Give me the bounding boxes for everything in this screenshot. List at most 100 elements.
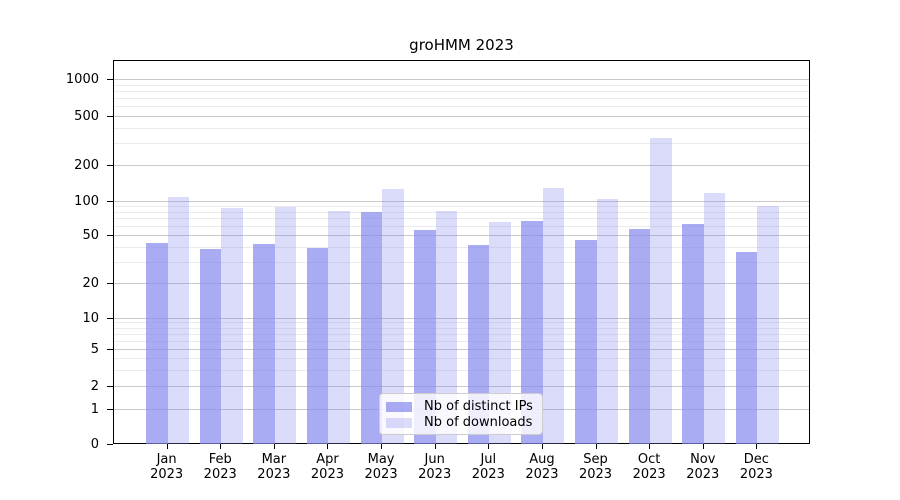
bar-downloads-jun	[435, 210, 458, 444]
y-tick-label-5: 5	[90, 342, 99, 357]
bar-downloads-nov	[703, 193, 726, 444]
y-tick-label-2: 2	[90, 379, 99, 394]
y-tick-500	[107, 116, 113, 117]
gridline-minor-3	[114, 369, 809, 371]
x-tick-label-feb: Feb 2023	[203, 452, 237, 482]
gridline-major-50	[114, 235, 809, 236]
y-tick-50	[107, 235, 113, 236]
x-tick-label-jul: Jul 2023	[471, 452, 505, 482]
gridline-minor-90	[114, 205, 809, 207]
gridline-minor-9	[114, 322, 809, 324]
y-tick-100	[107, 200, 113, 202]
x-tick-label-may: May 2023	[364, 452, 398, 482]
bar-distinct-ips-jan	[146, 242, 168, 444]
gridline-major-100	[114, 200, 809, 202]
x-tick-label-apr: Apr 2023	[310, 452, 344, 482]
x-tick-sep	[595, 444, 597, 449]
x-tick-feb	[220, 444, 222, 449]
gridline-minor-8	[114, 327, 809, 329]
y-tick-label-10: 10	[82, 310, 99, 326]
legend-item-downloads: Nb of downloads	[386, 415, 536, 430]
x-tick-jul	[488, 444, 490, 449]
x-tick-nov	[702, 444, 704, 449]
bar-downloads-may	[382, 188, 404, 444]
bar-distinct-ips-apr	[306, 247, 329, 444]
y-tick-1	[107, 409, 113, 411]
legend-swatch-distinct-ips	[386, 401, 412, 412]
y-tick-label-100: 100	[74, 193, 99, 209]
y-tick-10	[107, 317, 113, 319]
gridline-minor-6	[114, 340, 809, 342]
bar-downloads-feb	[221, 207, 243, 444]
bar-distinct-ips-jun	[414, 230, 436, 444]
legend-label-distinct-ips: Nb of distinct IPs	[424, 399, 533, 414]
bar-distinct-ips-feb	[199, 249, 222, 444]
legend-item-distinct-ips: Nb of distinct IPs	[386, 399, 536, 414]
bar-downloads-aug	[542, 188, 565, 444]
gridline-major-1000	[114, 79, 809, 81]
gridline-minor-300	[114, 143, 809, 145]
x-tick-label-jan: Jan 2023	[150, 452, 184, 482]
bar-distinct-ips-mar	[253, 243, 275, 444]
plot-area	[113, 60, 810, 444]
gridline-minor-700	[114, 98, 809, 100]
y-tick-200	[107, 165, 113, 166]
y-tick-20	[107, 283, 113, 285]
y-tick-label-50: 50	[82, 228, 99, 243]
bar-downloads-sep	[596, 198, 619, 444]
legend: Nb of distinct IPs Nb of downloads	[379, 393, 543, 435]
gridline-major-200	[114, 165, 809, 166]
gridline-minor-40	[114, 246, 809, 248]
x-tick-label-nov: Nov 2023	[686, 452, 720, 482]
gridline-minor-70	[114, 218, 809, 220]
x-tick-oct	[649, 444, 651, 449]
x-tick-aug	[541, 444, 543, 449]
bar-distinct-ips-sep	[575, 240, 597, 444]
gridline-minor-900	[114, 84, 809, 86]
bar-downloads-jan	[167, 196, 190, 444]
gridline-minor-80	[114, 211, 809, 213]
bar-downloads-dec	[757, 206, 779, 444]
y-tick-label-0: 0	[90, 436, 99, 452]
y-tick-label-1: 1	[90, 402, 99, 418]
x-tick-label-aug: Aug 2023	[525, 452, 559, 482]
bar-downloads-oct	[650, 138, 672, 444]
bar-distinct-ips-oct	[628, 228, 651, 444]
y-tick-0	[107, 443, 113, 445]
bar-distinct-ips-nov	[682, 223, 704, 444]
y-tick-label-200: 200	[74, 158, 99, 173]
bar-distinct-ips-dec	[735, 251, 758, 444]
gridline-major-10	[114, 317, 809, 319]
gridline-major-5	[114, 349, 809, 350]
x-tick-jun	[434, 444, 436, 449]
gridline-minor-7	[114, 333, 809, 335]
bar-downloads-mar	[274, 207, 297, 444]
x-tick-label-oct: Oct 2023	[632, 452, 666, 482]
x-tick-may	[381, 444, 383, 449]
gridline-minor-4	[114, 358, 809, 359]
y-tick-label-1000: 1000	[65, 72, 99, 88]
chart-title: groHMM 2023	[409, 36, 514, 54]
gridline-major-2	[114, 386, 809, 387]
gridline-minor-800	[114, 91, 809, 93]
x-tick-dec	[756, 444, 758, 449]
y-tick-5	[107, 349, 113, 350]
gridline-minor-60	[114, 225, 809, 227]
x-tick-label-jun: Jun 2023	[418, 452, 452, 482]
gridline-major-500	[114, 116, 809, 117]
legend-swatch-downloads	[386, 417, 412, 428]
x-tick-mar	[273, 444, 275, 449]
gridline-major-20	[114, 283, 809, 285]
x-tick-jan	[166, 444, 168, 449]
x-tick-label-sep: Sep 2023	[578, 452, 613, 482]
y-tick-label-20: 20	[82, 276, 99, 292]
bar-distinct-ips-aug	[521, 221, 543, 444]
y-tick-1000	[107, 79, 113, 81]
bar-distinct-ips-may	[360, 211, 383, 444]
x-tick-label-mar: Mar 2023	[257, 452, 291, 482]
bar-downloads-apr	[328, 211, 350, 444]
gridline-minor-30	[114, 261, 809, 263]
legend-label-downloads: Nb of downloads	[424, 415, 533, 430]
gridline-minor-400	[114, 127, 809, 129]
